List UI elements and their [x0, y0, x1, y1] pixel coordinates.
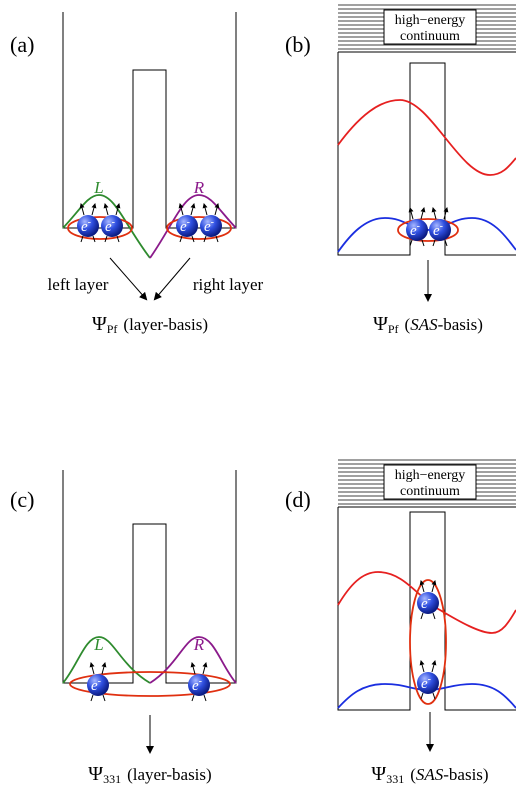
spin-arrow: [192, 663, 195, 674]
arrow-label: right layer: [193, 275, 264, 294]
electron-charge: -: [187, 217, 190, 228]
spin-arrow: [105, 204, 108, 215]
spin-arrow: [102, 663, 105, 674]
spin-arrow: [204, 204, 207, 215]
spin-leg: [103, 695, 105, 701]
figure: (a) L R left layer right layer ΨPf(layer…: [0, 0, 516, 786]
panel-label: (d): [285, 487, 311, 512]
well-label: L: [93, 635, 103, 654]
wavefunction-left: [63, 637, 150, 683]
electron-charge: -: [199, 676, 202, 687]
caption: ΨPf(SAS-basis): [373, 313, 483, 336]
spin-leg: [192, 695, 194, 701]
spin-arrow: [421, 661, 424, 672]
well-label: L: [93, 178, 103, 197]
spin-leg: [421, 693, 423, 699]
panel-d: (d) high−energy continuum Ψ331(SAS-basis…: [285, 460, 516, 786]
spin-arrow: [191, 204, 194, 215]
electron-charge: -: [112, 217, 115, 228]
well-label: R: [193, 178, 205, 197]
electron-charge: -: [440, 221, 443, 232]
electron-charge: -: [88, 217, 91, 228]
well: [63, 12, 236, 228]
spin-leg: [91, 695, 93, 701]
panel-b: (b) high−energy continuum ΨPf(SAS-basis): [285, 5, 516, 336]
continuum-label: high−energy: [395, 13, 466, 28]
electron-charge: -: [428, 594, 431, 605]
spin-arrow: [421, 208, 424, 219]
spin-arrow: [432, 661, 435, 672]
spin-arrow: [433, 208, 436, 219]
spin-arrow: [92, 204, 95, 215]
continuum-label: high−energy: [395, 468, 466, 483]
well: [63, 470, 236, 683]
spin-arrow: [91, 663, 94, 674]
arrow: [110, 258, 146, 299]
caption: Ψ331(layer-basis): [88, 763, 211, 786]
caption: Ψ331(SAS-basis): [371, 763, 488, 786]
continuum-label: continuum: [400, 29, 460, 44]
panel-label: (b): [285, 32, 311, 57]
well-label: R: [193, 635, 205, 654]
electron-charge: -: [98, 676, 101, 687]
wavefunction-symmetric: [338, 218, 516, 252]
panel-label: (a): [10, 32, 34, 57]
spin-arrow: [203, 663, 206, 674]
spin-leg: [421, 613, 423, 619]
arrow-label: left layer: [48, 275, 109, 294]
electron-charge: -: [417, 221, 420, 232]
panel-label: (c): [10, 487, 34, 512]
panel-c: (c) L R Ψ331(layer-basis): [10, 470, 236, 786]
electron-charge: -: [211, 217, 214, 228]
caption: ΨPf(layer-basis): [92, 313, 208, 336]
spin-leg: [204, 695, 206, 701]
electron: e-: [188, 663, 210, 701]
panel-a: (a) L R left layer right layer ΨPf(layer…: [10, 12, 263, 336]
arrow: [155, 258, 190, 299]
electron: e-: [417, 661, 439, 699]
spin-leg: [433, 693, 435, 699]
electron: e-: [87, 663, 109, 701]
spin-leg: [433, 613, 435, 619]
electron-charge: -: [428, 674, 431, 685]
wavefunction-antisymmetric: [338, 100, 516, 175]
continuum-label: continuum: [400, 484, 460, 499]
